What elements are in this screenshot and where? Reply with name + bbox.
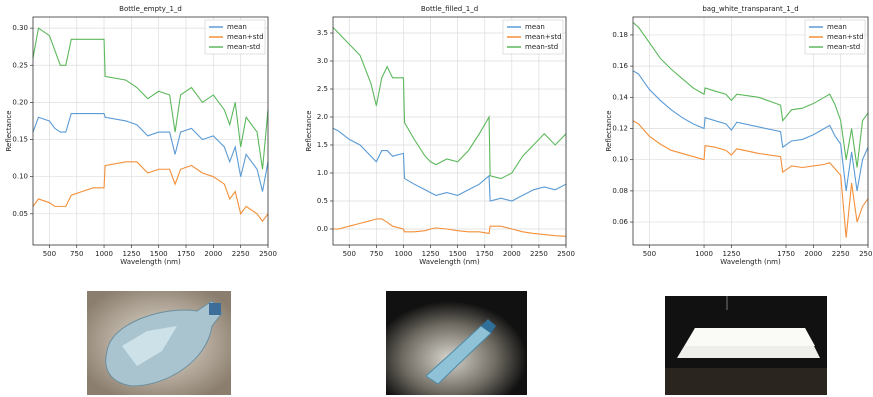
y-tick-label: 3.5 [317, 29, 328, 37]
line-series [32, 113, 269, 192]
x-tick-label: 2500 [557, 250, 575, 258]
x-tick-label: 2250 [832, 250, 850, 258]
plot-frame [332, 16, 567, 246]
y-tick-label: 0.16 [612, 62, 628, 70]
y-tick-label: 0.15 [12, 136, 28, 144]
x-axis-label: Wavelength (nm) [120, 258, 181, 266]
x-tick-label: 2000 [503, 250, 521, 258]
y-tick-label: 0.0 [317, 225, 328, 233]
plot-area [333, 17, 566, 245]
x-tick-label: 2250 [232, 250, 250, 258]
x-tick-label: 1000 [95, 250, 113, 258]
line-series [632, 22, 869, 168]
y-tick-label: 0.05 [12, 210, 28, 218]
x-tick-label: 1750 [476, 250, 494, 258]
legend: mean mean+std mean-std [204, 19, 266, 55]
chart-title: Bottle_filled_1_d [421, 5, 478, 13]
x-tick-label: 2000 [204, 250, 222, 258]
legend-label: mean [227, 23, 247, 31]
chart: 0.06 0.08 0.10 0.12 0.14 0.16 0.18 500 1000 1250 1… [605, 5, 873, 266]
chart: 0.0 0.5 1.0 1.5 2.0 2.5 3.0 3.5 500 750 1000 1250 15… [305, 5, 575, 266]
x-tick-label: 500 [343, 250, 356, 258]
x-tick-label: 500 [643, 250, 656, 258]
chart-title: bag_white_transparant_1_d [702, 5, 798, 13]
legend-label: mean [525, 23, 545, 31]
y-axis-label: Reflectance [305, 110, 313, 151]
y-tick-label: 0.18 [612, 31, 628, 39]
y-axis-label: Reflectance [5, 110, 13, 151]
plot-frame [632, 16, 869, 246]
line-series [632, 120, 869, 238]
plot-frame [32, 16, 269, 246]
line-series [632, 70, 869, 191]
x-axis-label: Wavelength (nm) [419, 258, 480, 266]
y-tick-label: 0.20 [12, 98, 28, 106]
x-tick-label: 2250 [530, 250, 548, 258]
y-tick-label: 0.12 [612, 125, 628, 133]
plot-area [633, 17, 868, 245]
legend: mean mean+std mean-std [502, 19, 564, 55]
x-axis-label: Wavelength (nm) [720, 258, 781, 266]
photo-bottle-empty [87, 291, 231, 395]
x-tick-label: 1250 [122, 250, 140, 258]
chart-title: Bottle_empty_1_d [119, 5, 182, 13]
x-tick-label: 750 [370, 250, 383, 258]
line-series [332, 127, 567, 202]
legend-label: mean+std [827, 33, 864, 41]
y-tick-label: 3.0 [317, 57, 328, 65]
y-tick-label: 2.5 [317, 85, 328, 93]
x-tick-label: 1500 [150, 250, 168, 258]
photo-bottle-filled [386, 291, 527, 395]
legend: mean mean+std mean-std [804, 19, 866, 55]
y-tick-label: 0.10 [12, 173, 28, 181]
x-tick-label: 500 [43, 250, 56, 258]
y-axis-label: Reflectance [605, 110, 613, 151]
legend-label: mean+std [525, 33, 562, 41]
legend-label: mean-std [827, 43, 860, 51]
y-tick-label: 0.25 [12, 61, 28, 69]
y-tick-label: 0.10 [612, 156, 628, 164]
y-tick-label: 1.5 [317, 141, 328, 149]
y-tick-label: 2.0 [317, 113, 328, 121]
x-tick-label: 1000 [395, 250, 413, 258]
photo-bag [665, 296, 827, 395]
x-tick-label: 1750 [777, 250, 795, 258]
legend-label: mean-std [525, 43, 558, 51]
x-tick-label: 1750 [177, 250, 195, 258]
line-series [32, 161, 269, 223]
line-series [333, 218, 567, 237]
legend-label: mean [827, 23, 847, 31]
x-tick-label: 750 [70, 250, 83, 258]
line-series [332, 27, 567, 180]
x-tick-label: 2500 [259, 250, 277, 258]
x-tick-label: 1500 [449, 250, 467, 258]
x-tick-label: 1250 [722, 250, 740, 258]
y-tick-label: 0.30 [12, 24, 28, 32]
y-tick-label: 0.06 [612, 218, 628, 226]
line-series [32, 27, 269, 170]
x-tick-label: 1000 [695, 250, 713, 258]
y-tick-label: 1.0 [317, 169, 328, 177]
x-tick-label: 1250 [422, 250, 440, 258]
charts: 0.05 0.10 0.15 0.20 0.25 0.30 500 750 1000 1250 15… [5, 5, 873, 266]
legend-label: mean+std [227, 33, 264, 41]
x-tick-label: 2500 [859, 250, 873, 258]
x-tick-label: 2000 [804, 250, 822, 258]
chart: 0.05 0.10 0.15 0.20 0.25 0.30 500 750 1000 1250 15… [5, 5, 277, 266]
y-tick-label: 0.08 [612, 187, 628, 195]
plot-area [33, 17, 268, 245]
y-tick-label: 0.5 [317, 197, 328, 205]
y-tick-label: 0.14 [612, 93, 628, 101]
legend-label: mean-std [227, 43, 260, 51]
